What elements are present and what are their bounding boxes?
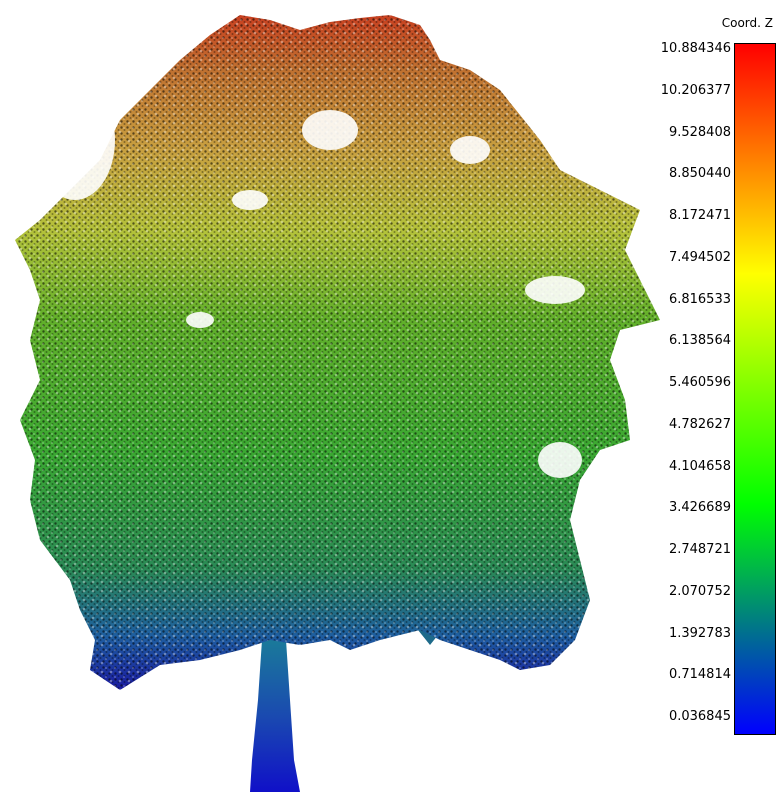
scalebar-tick-label: 10.206377 <box>660 82 731 98</box>
trunk <box>250 640 300 792</box>
scalebar-tick-label: 2.748721 <box>668 542 731 557</box>
scalebar-tick-label: 1.392783 <box>668 625 731 641</box>
scalebar-tick-label: 4.104658 <box>668 458 731 474</box>
scalebar-tick-label: 5.460596 <box>668 375 731 390</box>
scalebar-tick-label: 2.070752 <box>668 583 731 599</box>
scalebar-tick-label: 7.494502 <box>668 249 731 265</box>
scalebar-tick-label: 4.782627 <box>668 416 731 432</box>
scalebar-tick-label: 3.426689 <box>668 500 731 516</box>
scalebar-tick-label: 0.714814 <box>668 667 731 683</box>
scalebar-tick-label: 6.816533 <box>668 291 731 307</box>
color-scale-ramp <box>734 43 776 735</box>
scalebar-tick-label: 9.528408 <box>668 124 731 140</box>
scalebar-tick-label: 0.036845 <box>668 709 731 724</box>
scalebar-title: Coord. Z <box>721 16 773 30</box>
scalebar-tick-label: 10.884346 <box>660 41 731 56</box>
scalebar-tick-label: 8.172471 <box>668 208 731 223</box>
scalebar-tick-label: 6.138564 <box>668 333 731 349</box>
scalebar-tick-label: 8.850440 <box>668 166 731 182</box>
